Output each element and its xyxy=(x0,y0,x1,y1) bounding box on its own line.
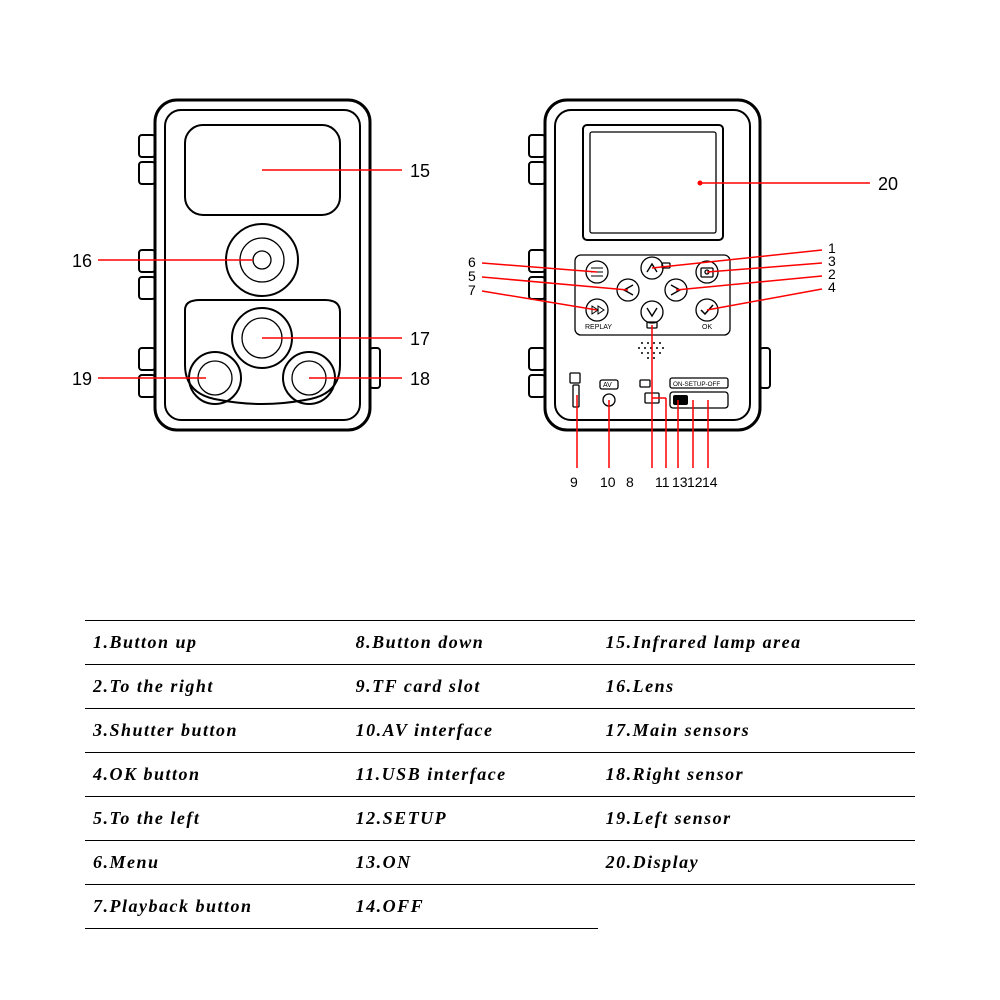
legend-row: 1.Button up 8.Button down 15.Infrared la… xyxy=(85,621,915,665)
diagram-area: 15 16 17 18 19 xyxy=(0,65,1000,585)
legend-row: 7.Playback button 14.OFF xyxy=(85,885,915,929)
ok-label: OK xyxy=(702,324,712,331)
legend-cell: 4.OK button xyxy=(85,753,348,797)
callout-17: 17 xyxy=(410,329,430,349)
front-device xyxy=(139,100,380,430)
legend-cell: 18.Right sensor xyxy=(598,753,915,797)
legend-cell: 12.SETUP xyxy=(348,797,598,841)
legend-area: 1.Button up 8.Button down 15.Infrared la… xyxy=(85,620,915,929)
legend-row: 5.To the left 12.SETUP 19.Left sensor xyxy=(85,797,915,841)
legend-cell: 15.Infrared lamp area xyxy=(598,621,915,665)
legend-cell: 11.USB interface xyxy=(348,753,598,797)
legend-cell: 1.Button up xyxy=(85,621,348,665)
legend-cell xyxy=(598,885,915,929)
legend-row: 2.To the right 9.TF card slot 16.Lens xyxy=(85,665,915,709)
legend-cell: 8.Button down xyxy=(348,621,598,665)
legend-cell: 6.Menu xyxy=(85,841,348,885)
legend-cell: 9.TF card slot xyxy=(348,665,598,709)
legend-cell: 14.OFF xyxy=(348,885,598,929)
legend-row: 3.Shutter button 10.AV interface 17.Main… xyxy=(85,709,915,753)
legend-cell: 16.Lens xyxy=(598,665,915,709)
callout-12: 12 xyxy=(687,474,703,490)
replay-label: REPLAY xyxy=(585,324,612,331)
callout-18: 18 xyxy=(410,369,430,389)
callout-13: 13 xyxy=(672,474,688,490)
speaker-grille xyxy=(638,342,664,359)
callout-14: 14 xyxy=(702,474,718,490)
legend-cell: 10.AV interface xyxy=(348,709,598,753)
av-label: AV xyxy=(603,382,612,389)
legend-cell: 19.Left sensor xyxy=(598,797,915,841)
switch-label: ON-SETUP-OFF xyxy=(673,381,720,388)
legend-cell: 13.ON xyxy=(348,841,598,885)
back-device: REPLAY OK AV xyxy=(529,100,770,430)
legend-cell: 5.To the left xyxy=(85,797,348,841)
callout-19: 19 xyxy=(72,369,92,389)
callout-9: 9 xyxy=(570,474,578,490)
legend-cell: 3.Shutter button xyxy=(85,709,348,753)
callout-20: 20 xyxy=(878,174,898,194)
callout-15: 15 xyxy=(410,161,430,181)
legend-row: 4.OK button 11.USB interface 18.Right se… xyxy=(85,753,915,797)
legend-cell: 7.Playback button xyxy=(85,885,348,929)
legend-table: 1.Button up 8.Button down 15.Infrared la… xyxy=(85,620,915,929)
callout-8: 8 xyxy=(626,474,634,490)
legend-cell: 20.Display xyxy=(598,841,915,885)
legend-row: 6.Menu 13.ON 20.Display xyxy=(85,841,915,885)
callout-16: 16 xyxy=(72,251,92,271)
callout-10: 10 xyxy=(600,474,616,490)
callout-4: 4 xyxy=(828,279,836,295)
callout-7: 7 xyxy=(468,282,476,298)
down-button xyxy=(641,301,663,328)
legend-cell: 2.To the right xyxy=(85,665,348,709)
legend-cell: 17.Main sensors xyxy=(598,709,915,753)
callout-11: 11 xyxy=(655,474,670,490)
